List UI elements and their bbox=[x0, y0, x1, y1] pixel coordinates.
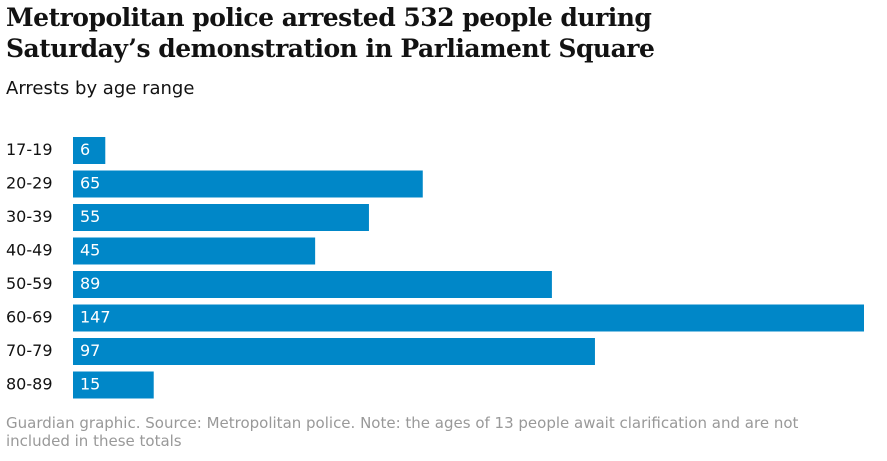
y-tick-label: 40-49 bbox=[6, 241, 53, 260]
value-label: 97 bbox=[80, 341, 100, 360]
bar bbox=[73, 338, 595, 365]
chart: 17-19 6 20-29 65 30-39 55 40-49 45 50-59 89 60-69 1… bbox=[6, 137, 864, 399]
chart-title: Metropolitan police arrested 532 people … bbox=[6, 3, 655, 63]
y-tick-label: 80-89 bbox=[6, 375, 53, 394]
y-tick-label: 70-79 bbox=[6, 341, 53, 360]
bar bbox=[73, 170, 423, 198]
value-label: 65 bbox=[80, 174, 100, 193]
value-label: 147 bbox=[80, 308, 111, 327]
bar bbox=[73, 371, 154, 399]
y-tick-label: 17-19 bbox=[6, 140, 53, 159]
bar bbox=[73, 204, 369, 231]
value-label: 55 bbox=[80, 207, 100, 226]
bar bbox=[73, 304, 864, 332]
value-label: 45 bbox=[80, 241, 100, 260]
value-label: 89 bbox=[80, 274, 100, 293]
bar bbox=[73, 237, 316, 265]
y-tick-label: 60-69 bbox=[6, 308, 53, 327]
value-label: 6 bbox=[80, 140, 90, 159]
bar bbox=[73, 137, 106, 164]
y-tick-label: 30-39 bbox=[6, 207, 53, 226]
chart-subtitle: Arrests by age range bbox=[6, 78, 195, 99]
y-tick-label: 50-59 bbox=[6, 274, 53, 293]
bar bbox=[73, 271, 552, 298]
value-label: 15 bbox=[80, 375, 100, 394]
footnote: Guardian graphic. Source: Metropolitan p… bbox=[6, 414, 799, 450]
y-tick-label: 20-29 bbox=[6, 174, 53, 193]
